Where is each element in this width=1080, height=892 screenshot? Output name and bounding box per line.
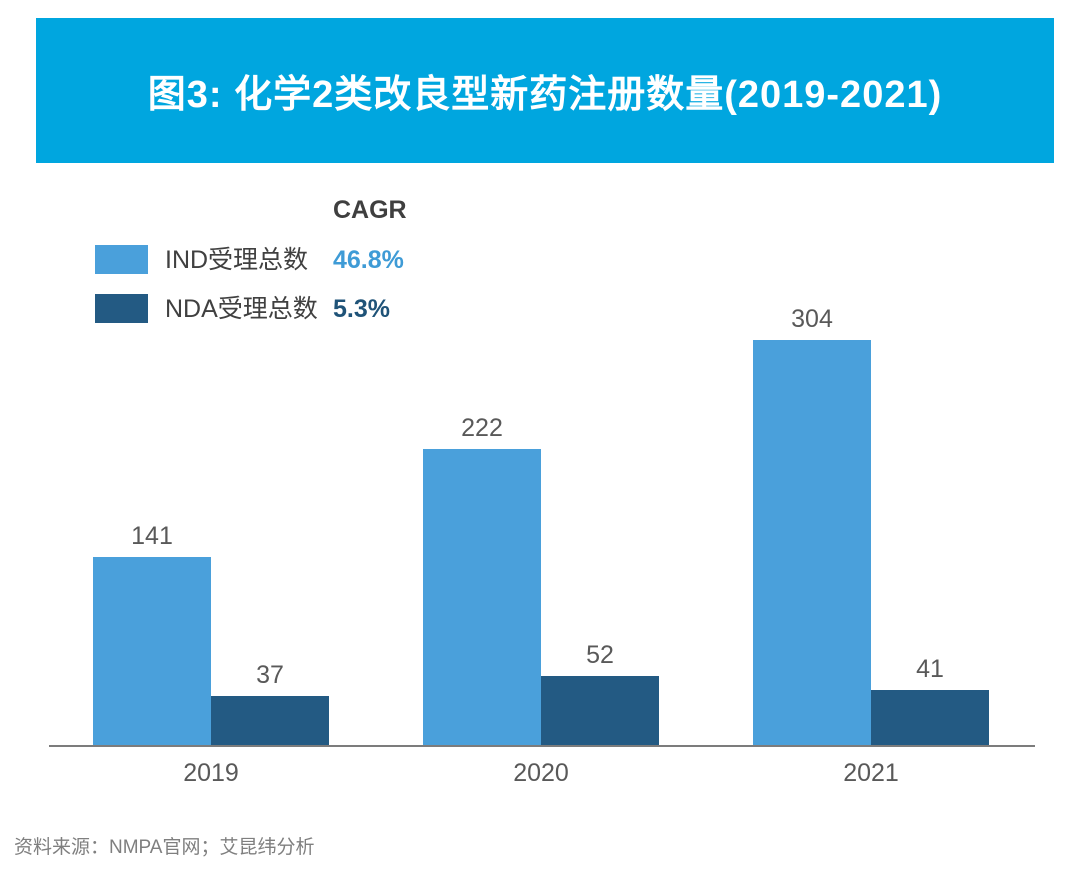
bar-value-label-nda-2021: 41: [916, 655, 944, 683]
bar-value-label-nda-2020: 52: [586, 641, 614, 669]
legend-cagr-value-ind: 46.8%: [333, 246, 404, 274]
header-banner: 图3: 化学2类改良型新药注册数量(2019-2021): [36, 18, 1054, 163]
x-axis-line: [49, 745, 1035, 747]
bar-ind-2019: [93, 557, 211, 745]
bar-value-label-nda-2019: 37: [256, 661, 284, 689]
x-tick-label-2019: 2019: [183, 759, 239, 787]
bar-ind-2020: [423, 449, 541, 745]
bar-value-label-ind-2020: 222: [461, 414, 503, 442]
x-tick-label-2020: 2020: [513, 759, 569, 787]
bar-group-2021: 304 41 2021: [753, 307, 989, 786]
legend-item-ind: IND受理总数 46.8%: [0, 245, 560, 275]
bar-wrap-ind-2021: 304: [753, 307, 871, 745]
bar-wrap-ind-2019: 141: [93, 524, 211, 745]
bar-wrap-ind-2020: 222: [423, 416, 541, 745]
bar-group-2019: 141 37 2019: [93, 524, 329, 786]
legend-swatch-ind: [95, 245, 148, 274]
legend-cagr-value-nda: 5.3%: [333, 295, 390, 323]
cagr-column-heading: CAGR: [333, 196, 407, 224]
bar-value-label-ind-2021: 304: [791, 305, 833, 333]
legend-item-nda: NDA受理总数 5.3%: [0, 294, 560, 324]
bar-ind-2021: [753, 340, 871, 745]
bar-nda-2021: [871, 690, 989, 745]
legend-swatch-nda: [95, 294, 148, 323]
bar-wrap-nda-2019: 37: [211, 663, 329, 745]
bar-nda-2019: [211, 696, 329, 745]
x-tick-label-2021: 2021: [843, 759, 899, 787]
bar-wrap-nda-2020: 52: [541, 643, 659, 745]
chart-title: 图3: 化学2类改良型新药注册数量(2019-2021): [147, 74, 943, 116]
legend-label-nda: NDA受理总数: [165, 295, 318, 323]
bar-value-label-ind-2019: 141: [131, 522, 173, 550]
bar-nda-2020: [541, 676, 659, 745]
source-note: 资料来源：NMPA官网；艾昆纬分析: [14, 837, 315, 858]
bar-group-2020: 222 52 2020: [423, 416, 659, 786]
bar-wrap-nda-2021: 41: [871, 657, 989, 745]
legend-label-ind: IND受理总数: [165, 246, 309, 274]
